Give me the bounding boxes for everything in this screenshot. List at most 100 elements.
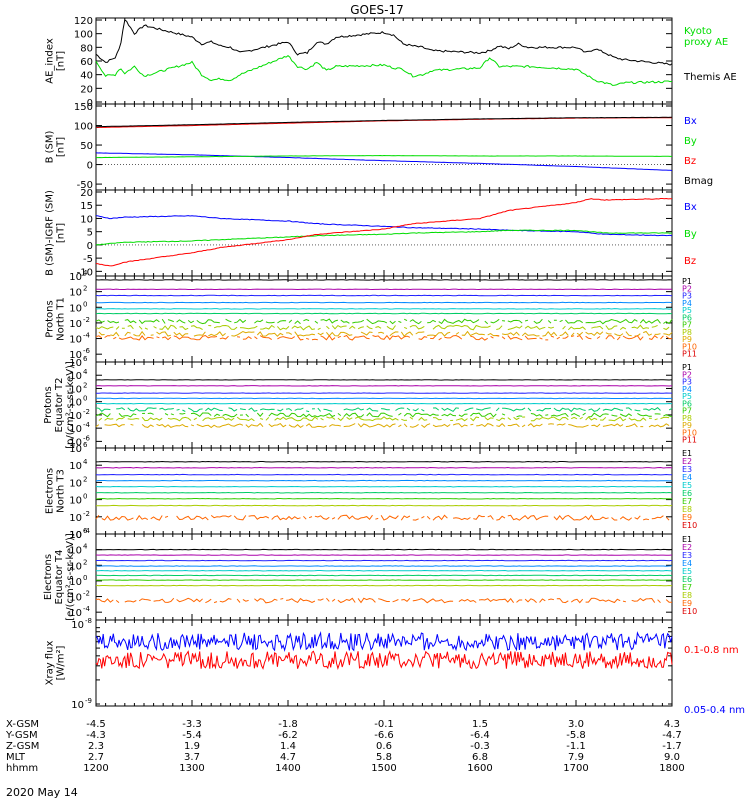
y-tick-label: 10 [69, 608, 82, 619]
date-label: 2020 May 14 [6, 786, 78, 799]
channel-line-e3 [96, 560, 672, 561]
y-tick-exponent: 2 [83, 558, 87, 566]
y-tick-exponent: 4 [83, 543, 88, 551]
legend-label: By [684, 136, 697, 147]
ephemeris-value: -0.3 [470, 741, 490, 752]
ephemeris-value: 7.9 [568, 752, 584, 763]
y-tick-label: 100 [74, 122, 93, 133]
y-tick-label: 10 [71, 620, 84, 631]
ephemeris-value: -3.3 [182, 719, 202, 730]
ephemeris-value: 1800 [659, 763, 684, 774]
panel-xray: Xray flux[W/m²]10-810-90.1-0.8 nm0.05-0.… [45, 617, 746, 716]
series-line-by [96, 156, 672, 158]
y-axis-label: Xray flux [45, 641, 56, 686]
channel-line-p9 [99, 332, 672, 337]
y-tick-exponent: 0 [83, 300, 87, 308]
y-tick-exponent: -4 [83, 332, 91, 340]
ephemeris-value: 5.8 [376, 752, 392, 763]
ephemeris-value: -4.5 [86, 719, 106, 730]
panel-frame [96, 534, 672, 620]
ephemeris-value: 1.4 [280, 741, 296, 752]
series-line-bz [96, 118, 672, 128]
y-tick-label: 150 [74, 102, 93, 113]
y-tick-label: 10 [69, 561, 82, 572]
ephemeris-value: 1300 [179, 763, 204, 774]
y-tick-label: 40 [80, 71, 93, 82]
legend-label: Bx [684, 202, 697, 213]
y-tick-exponent: 6 [83, 355, 88, 363]
legend-label: proxy AE [684, 37, 728, 48]
legend-label: 0.1-0.8 nm [684, 645, 739, 656]
channel-line-p5 [96, 309, 672, 310]
y-tick-exponent: -4 [83, 421, 91, 429]
y-tick-label: 10 [69, 546, 82, 557]
legend-label: P11 [682, 436, 697, 445]
y-tick-label: 20 [80, 188, 93, 199]
legend-label: P11 [682, 350, 697, 359]
ephemeris-value: -5.8 [566, 730, 586, 741]
legend-label: Bz [684, 256, 696, 267]
ephemeris-value: -0.1 [374, 719, 394, 730]
y-tick-label: 10 [69, 478, 82, 489]
channel-line-e9 [96, 598, 672, 603]
y-tick-label: 10 [69, 358, 82, 369]
y-tick-label: 10 [69, 530, 82, 541]
channel-line-e6 [96, 493, 672, 494]
series-line-xray [96, 651, 672, 668]
panel-frame [96, 362, 672, 448]
ephemeris-value: 1200 [83, 763, 108, 774]
y-tick-label: 10 [69, 371, 82, 382]
y-axis-label: Electrons [45, 468, 56, 514]
series-line-bmag [96, 117, 672, 127]
y-tick-exponent: 2 [83, 475, 87, 483]
channel-line-p8 [99, 417, 672, 421]
y-axis-label: [nT] [56, 51, 67, 71]
y-tick-label: 10 [69, 288, 82, 299]
ephemeris-value: -6.4 [470, 730, 490, 741]
y-axis-label: B (SM)-IGRF (SM) [45, 190, 56, 276]
y-tick-label: 10 [80, 214, 93, 225]
y-axis-label: Equator T4 [54, 550, 65, 605]
y-tick-label: 10 [71, 700, 84, 711]
y-tick-exponent: 4 [83, 368, 88, 376]
y-axis-label: North T1 [56, 297, 67, 341]
ephemeris-value: -4.7 [662, 730, 682, 741]
y-tick-exponent: -4 [83, 605, 91, 613]
ephemeris-value: 1500 [371, 763, 396, 774]
panel-frame [96, 448, 672, 534]
y-tick-label: 10 [69, 444, 82, 455]
y-axis-label: B (SM) [45, 130, 56, 163]
y-tick-exponent: 0 [83, 574, 87, 582]
channel-line-e7 [96, 499, 672, 500]
ephemeris-value: 1400 [275, 763, 300, 774]
y-tick-exponent: 0 [83, 493, 87, 501]
y-tick-exponent: 0 [83, 395, 87, 403]
ephemeris-value: -1.7 [662, 741, 682, 752]
y-tick-label: 10 [69, 411, 82, 422]
ephemeris-value: 9.0 [664, 752, 680, 763]
ephemeris-label: X-GSM [6, 719, 39, 730]
y-axis-label: [W/m²] [56, 645, 67, 680]
y-tick-exponent: -2 [83, 590, 90, 598]
y-axis-label: Protons [43, 386, 54, 423]
channel-line-p6 [96, 313, 672, 314]
y-tick-exponent: 2 [83, 285, 87, 293]
channel-line-e5 [96, 487, 672, 488]
legend-label: E10 [682, 607, 697, 616]
channel-line-p4 [96, 302, 672, 303]
y-tick-exponent: -2 [83, 510, 90, 518]
series-line-xray [96, 633, 672, 651]
channel-line-e5 [96, 571, 672, 572]
ephemeris-label: hhmm [6, 763, 38, 774]
channel-line-e9 [96, 515, 672, 520]
y-tick-label: 20 [80, 84, 93, 95]
y-tick-label: 10 [69, 398, 82, 409]
y-tick-label: 0 [87, 161, 93, 172]
y-tick-label: 10 [69, 461, 82, 472]
y-axis-label: [nT] [56, 137, 67, 157]
y-tick-exponent: 6 [83, 527, 88, 535]
